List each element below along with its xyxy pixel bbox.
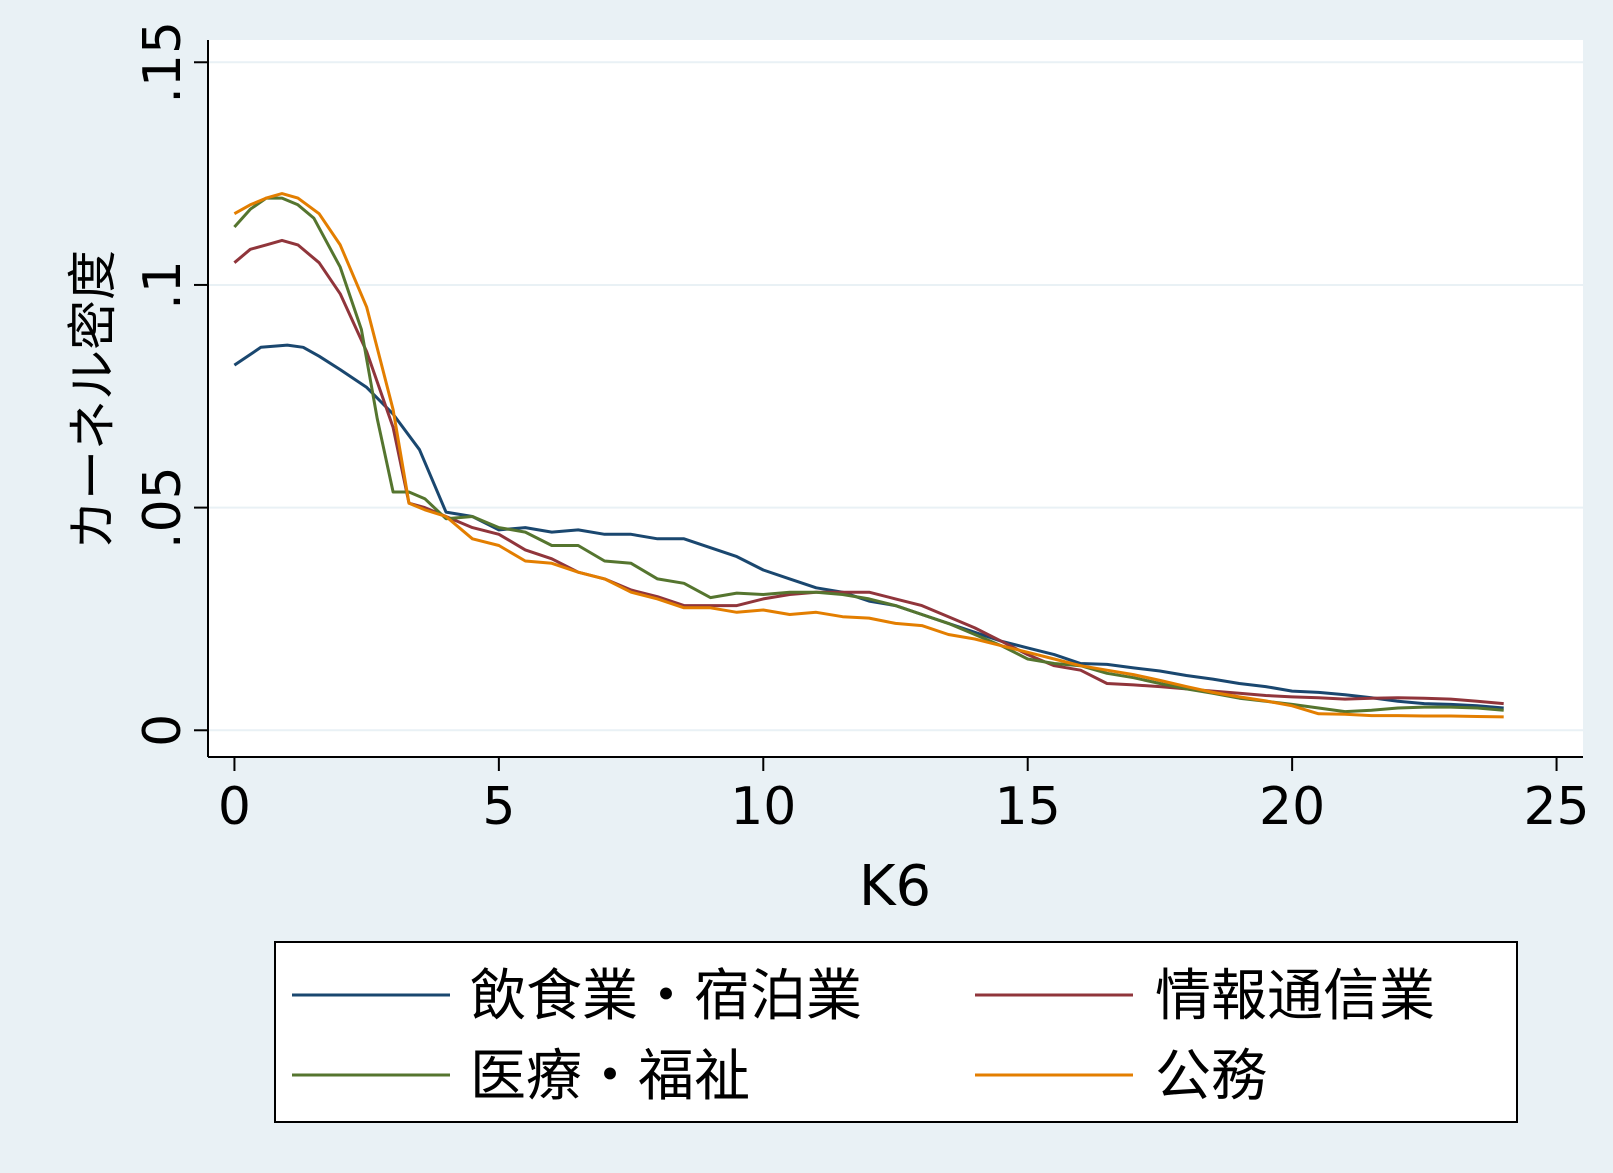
x-tick-label-0: 0: [218, 777, 251, 837]
y-axis-ticks: 0 .05 .1 .15: [133, 21, 208, 747]
y-tick-label-3: .15: [133, 21, 193, 104]
plot-area: [208, 40, 1583, 757]
x-axis-ticks: 0 5 10 15 20 25: [218, 757, 1590, 837]
legend-label-2: 医療・福祉: [470, 1044, 750, 1109]
gridlines: [208, 61, 1583, 732]
legend-label-3: 公務: [1155, 1044, 1267, 1109]
x-tick-label-5: 25: [1523, 777, 1589, 837]
y-tick-label-2: .1: [133, 260, 193, 310]
x-tick-label-2: 10: [730, 777, 796, 837]
y-axis-title: カーネル密度: [64, 250, 122, 550]
y-tick-label-0: 0: [133, 714, 193, 747]
legend-label-1: 情報通信業: [1155, 964, 1435, 1029]
legend-label-0: 飲食業・宿泊業: [470, 964, 862, 1029]
series-line-3: [233, 192, 1504, 719]
legend-box: [274, 941, 1518, 1123]
x-tick-label-4: 20: [1259, 777, 1325, 837]
x-tick-label-1: 5: [482, 777, 515, 837]
x-tick-label-3: 15: [995, 777, 1061, 837]
series-lines: [233, 192, 1504, 719]
x-axis-title: K6: [859, 854, 931, 919]
y-tick-label-1: .05: [133, 466, 193, 549]
